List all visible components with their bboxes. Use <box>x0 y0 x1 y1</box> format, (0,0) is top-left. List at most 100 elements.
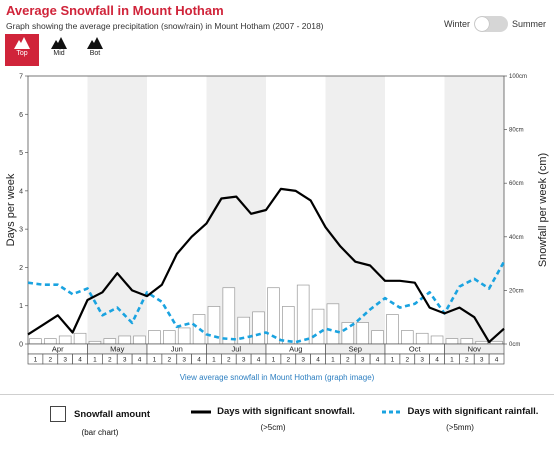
week-label: 3 <box>123 357 127 364</box>
week-label: 4 <box>376 357 380 364</box>
week-label: 4 <box>435 357 439 364</box>
week-label: 3 <box>420 357 424 364</box>
month-label-aug: Aug <box>289 345 302 354</box>
month-label-apr: Apr <box>52 345 64 354</box>
season-toggle[interactable] <box>473 16 508 32</box>
week-label: 4 <box>78 357 82 364</box>
month-band-sep <box>325 76 385 344</box>
snowfall-bar <box>326 303 340 345</box>
summer-label: Summer <box>511 19 546 29</box>
week-label: 2 <box>465 357 469 364</box>
y-tick-label: 4 <box>19 188 23 195</box>
page-subtitle: Graph showing the average precipitation … <box>6 21 324 31</box>
y-tick-label: 1 <box>19 303 23 310</box>
snowfall-bar <box>460 338 474 345</box>
week-label: 4 <box>257 357 261 364</box>
snowfall-bar <box>103 338 117 345</box>
y2-tick-label: 100cm <box>509 74 527 80</box>
snowfall-bar <box>29 338 42 345</box>
y-tick-label: 0 <box>19 342 23 349</box>
rain-line-swatch <box>381 410 402 413</box>
graph-image-link[interactable]: View average snowfall in Mount Hotham (g… <box>179 373 375 382</box>
week-label: 1 <box>34 357 38 364</box>
week-label: 1 <box>212 357 216 364</box>
snowfall-bar <box>118 335 131 345</box>
y2-axis-title: Snowfall per week (cm) <box>537 153 549 267</box>
snowfall-bar <box>58 335 72 345</box>
snowfall-bar <box>73 332 87 345</box>
legend-snowfall-amount-sub: (bar chart) <box>81 428 119 437</box>
week-label: 2 <box>406 357 410 364</box>
snowfall-bar <box>296 284 310 345</box>
page-title: Average Snowfall in Mount Hotham <box>6 3 224 18</box>
week-label: 1 <box>153 357 157 364</box>
y2-tick-label: 60cm <box>509 181 524 187</box>
snowfall-bar <box>252 311 265 345</box>
snowfall-bar <box>163 330 176 345</box>
snowfall-bar <box>356 322 369 345</box>
week-label: 2 <box>108 357 112 364</box>
week-label: 3 <box>242 357 246 364</box>
winter-label: Winter <box>443 19 470 29</box>
legend-snowfall-amount-label: Snowfall amount <box>74 408 150 420</box>
snowfall-bar <box>386 314 399 345</box>
snowfall-bar <box>148 330 161 345</box>
snowfall-bar <box>237 316 250 345</box>
legend-divider <box>0 394 554 395</box>
y2-tick-label: 0cm <box>509 342 520 348</box>
week-label: 1 <box>93 357 97 364</box>
snowfall-bar <box>133 335 146 345</box>
snowfall-bar <box>371 330 384 345</box>
week-label: 4 <box>316 357 320 364</box>
tab-elevation-top-label: Top <box>16 50 28 57</box>
month-band-jul <box>206 76 266 344</box>
snowfall-bar <box>44 338 57 345</box>
week-label: 3 <box>301 357 305 364</box>
month-band-may <box>87 76 147 344</box>
snow-days-line <box>27 187 505 344</box>
week-label: 1 <box>331 357 335 364</box>
week-label: 1 <box>391 357 395 364</box>
season-toggle-group: Winter Summer <box>444 16 546 32</box>
snowfall-bar <box>415 332 429 345</box>
month-label-sep: Sep <box>349 345 362 354</box>
tab-elevation-mid[interactable]: Mid <box>42 34 76 66</box>
snow-line-swatch <box>191 410 212 413</box>
snowfall-bar <box>430 335 444 345</box>
week-label: 2 <box>346 357 350 364</box>
tab-elevation-bot-label: Bot <box>89 50 101 57</box>
week-label: 2 <box>287 357 291 364</box>
tab-elevation-bot[interactable]: Bot <box>78 34 112 66</box>
tab-elevation-top[interactable]: Top <box>5 34 39 66</box>
month-label-jun: Jun <box>171 345 183 354</box>
week-label: 2 <box>227 357 231 364</box>
month-label-may: May <box>110 345 124 354</box>
snowfall-bar <box>177 327 191 345</box>
snowfall-bar <box>445 338 459 345</box>
toggle-knob <box>474 17 489 31</box>
legend-snowfall-amount: Snowfall amount (bar chart) <box>30 406 170 437</box>
week-label: 2 <box>49 357 53 364</box>
week-label: 4 <box>138 357 142 364</box>
y2-tick-label: 40cm <box>509 235 524 241</box>
snowfall-bar <box>311 308 325 345</box>
y-tick-label: 5 <box>19 150 23 157</box>
bar-swatch <box>50 406 66 422</box>
week-label: 3 <box>182 357 186 364</box>
week-cell <box>488 353 505 365</box>
snowfall-bar <box>282 306 295 345</box>
snowfall-bar <box>88 340 102 345</box>
week-label: 2 <box>168 357 172 364</box>
tab-elevation-mid-label: Mid <box>53 50 65 57</box>
snowfall-bar <box>490 340 503 345</box>
legend-rain-days: Days with significant rainfall. (>5mm) <box>368 406 552 432</box>
month-label-nov: Nov <box>468 345 482 354</box>
month-band-nov <box>444 76 504 344</box>
week-label: 1 <box>272 357 276 364</box>
mountain-bot-icon <box>87 37 103 49</box>
week-label: 4 <box>495 357 499 364</box>
week-label: 4 <box>197 357 201 364</box>
mountain-top-icon <box>14 37 30 49</box>
legend-rain-days-label: Days with significant rainfall. <box>407 406 539 417</box>
snowfall-bar <box>222 287 236 345</box>
